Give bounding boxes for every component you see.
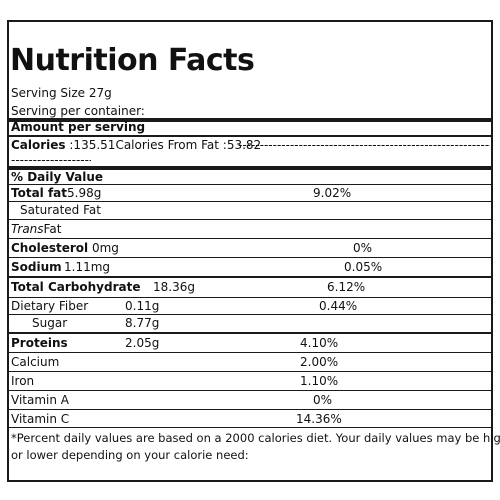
divider (9, 201, 491, 202)
trans-fat-rest: Fat (43, 222, 62, 236)
calcium-name: Calcium (11, 355, 60, 369)
row-total-fat: Total fat5.98g (11, 186, 101, 201)
nutrition-label-border (7, 20, 493, 482)
divider (9, 352, 491, 353)
row-trans-fat: TransFat (11, 222, 61, 237)
divider-thick (9, 166, 491, 170)
divider (9, 371, 491, 372)
divider (9, 238, 491, 239)
vitamin-a-dv: 0% (313, 393, 333, 407)
cholesterol-dv: 0% (353, 241, 373, 255)
calories-dashes: ----------------------------------------… (238, 138, 490, 152)
serving-size: Serving Size 27g (11, 86, 112, 100)
divider (9, 390, 491, 391)
iron-dv: 1.10% (300, 374, 339, 388)
calories-line: Calories :135.51Calories From Fat :53.82 (11, 138, 261, 153)
divider (9, 314, 491, 315)
sodium-dv: 0.05% (344, 260, 383, 274)
sodium-amount: 1.11mg (64, 260, 111, 274)
divider-thick (9, 118, 491, 122)
proteins-dv: 4.10% (300, 336, 339, 350)
divider (9, 184, 491, 185)
footnote-line-1: *Percent daily values are based on a 200… (11, 431, 500, 445)
trans-fat-italic: Trans (11, 222, 44, 236)
divider-medium (9, 332, 491, 334)
vitamin-a-name: Vitamin A (11, 393, 69, 407)
calories-dashes-wrap: -------------------- (11, 153, 91, 167)
dietary-fiber-name: Dietary Fiber (11, 299, 89, 313)
total-fat-name: Total fat (11, 186, 68, 200)
calories-label: Calories (11, 138, 66, 152)
divider (9, 219, 491, 220)
amount-per-serving: Amount per serving (11, 120, 146, 134)
calcium-dv: 2.00% (300, 355, 339, 369)
total-carbohydrate-dv: 6.12% (327, 280, 366, 294)
sodium-name: Sodium (11, 260, 62, 274)
vitamin-c-dv: 14.36% (296, 412, 342, 426)
divider-medium (9, 276, 491, 278)
label-title: Nutrition Facts (10, 43, 255, 78)
divider (9, 427, 491, 428)
proteins-name: Proteins (11, 336, 68, 350)
total-fat-dv: 9.02% (313, 186, 352, 200)
total-carbohydrate-name: Total Carbohydrate (11, 280, 141, 294)
total-carbohydrate-amount: 18.36g (153, 280, 195, 294)
calories-from-fat: Calories From Fat :53.82 (115, 138, 262, 152)
serving-per-container: Serving per container: (11, 104, 145, 118)
sugar-amount: 8.77g (125, 316, 160, 330)
dietary-fiber-dv: 0.44% (319, 299, 358, 313)
saturated-fat-name: Saturated Fat (20, 203, 101, 217)
cholesterol-name: Cholesterol (11, 241, 89, 255)
cholesterol-amount: 0mg (88, 241, 119, 255)
dietary-fiber-amount: 0.11g (125, 299, 160, 313)
divider-medium (9, 135, 491, 137)
sugar-name: Sugar (32, 316, 68, 330)
calories-value: :135.51 (65, 138, 116, 152)
divider (9, 409, 491, 410)
daily-value-header: % Daily Value (11, 170, 104, 184)
divider (9, 297, 491, 298)
vitamin-c-name: Vitamin C (11, 412, 70, 426)
row-cholesterol: Cholesterol 0mg (11, 241, 119, 256)
footnote-line-2: or lower depending on your calorie need: (11, 448, 249, 462)
proteins-amount: 2.05g (125, 336, 160, 350)
total-fat-amount: 5.98g (67, 186, 102, 200)
divider (9, 257, 491, 258)
iron-name: Iron (11, 374, 35, 388)
